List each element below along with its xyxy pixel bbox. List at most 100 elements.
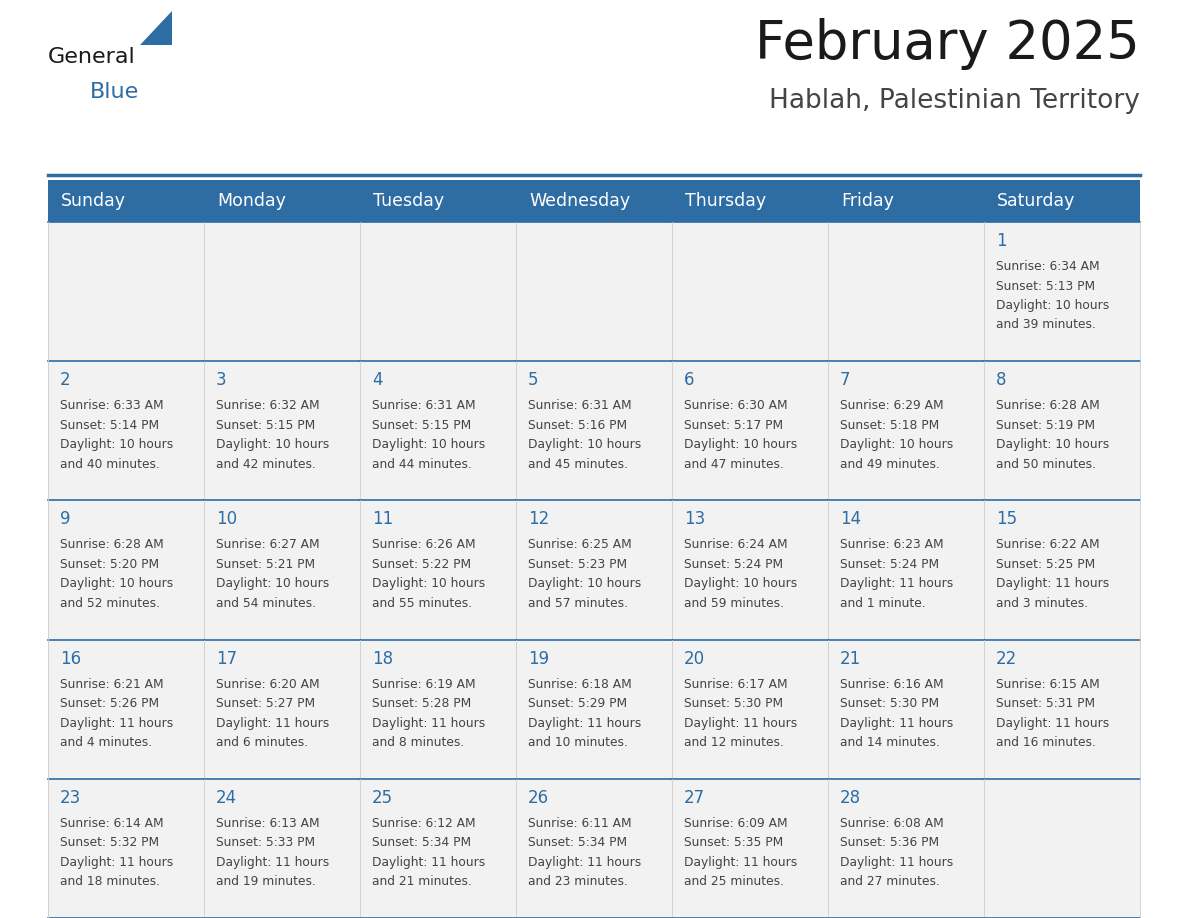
Text: and 52 minutes.: and 52 minutes. <box>61 597 160 610</box>
Text: and 54 minutes.: and 54 minutes. <box>216 597 316 610</box>
Text: 26: 26 <box>527 789 549 807</box>
Text: 13: 13 <box>684 510 706 529</box>
Bar <box>204 361 360 500</box>
Text: Sunday: Sunday <box>61 192 126 210</box>
Text: Sunset: 5:26 PM: Sunset: 5:26 PM <box>61 697 159 711</box>
Bar <box>828 500 984 640</box>
Bar <box>516 500 672 640</box>
Text: Daylight: 10 hours: Daylight: 10 hours <box>372 438 485 452</box>
Text: Sunset: 5:22 PM: Sunset: 5:22 PM <box>372 558 472 571</box>
Text: Sunset: 5:34 PM: Sunset: 5:34 PM <box>372 836 472 849</box>
Text: Sunset: 5:15 PM: Sunset: 5:15 PM <box>372 419 472 431</box>
Bar <box>984 778 1140 918</box>
Text: Sunrise: 6:09 AM: Sunrise: 6:09 AM <box>684 817 788 830</box>
Text: Sunrise: 6:23 AM: Sunrise: 6:23 AM <box>840 538 943 552</box>
Bar <box>672 361 828 500</box>
Bar <box>204 222 360 361</box>
Bar <box>516 640 672 778</box>
Text: Sunset: 5:28 PM: Sunset: 5:28 PM <box>372 697 472 711</box>
Text: Sunset: 5:24 PM: Sunset: 5:24 PM <box>840 558 940 571</box>
Text: and 55 minutes.: and 55 minutes. <box>372 597 472 610</box>
Bar <box>204 640 360 778</box>
Bar <box>672 640 828 778</box>
Text: 9: 9 <box>61 510 70 529</box>
Text: Sunset: 5:18 PM: Sunset: 5:18 PM <box>840 419 940 431</box>
Bar <box>48 222 204 361</box>
Text: Sunset: 5:35 PM: Sunset: 5:35 PM <box>684 836 783 849</box>
Bar <box>672 222 828 361</box>
Text: 1: 1 <box>996 232 1006 250</box>
Text: and 6 minutes.: and 6 minutes. <box>216 736 308 749</box>
Text: Sunset: 5:19 PM: Sunset: 5:19 PM <box>996 419 1095 431</box>
Text: Sunrise: 6:08 AM: Sunrise: 6:08 AM <box>840 817 943 830</box>
Text: and 18 minutes.: and 18 minutes. <box>61 875 160 889</box>
Text: Sunrise: 6:30 AM: Sunrise: 6:30 AM <box>684 399 788 412</box>
Text: Sunset: 5:33 PM: Sunset: 5:33 PM <box>216 836 315 849</box>
Text: Daylight: 10 hours: Daylight: 10 hours <box>684 577 797 590</box>
Bar <box>48 180 1140 222</box>
Text: 22: 22 <box>996 650 1017 667</box>
Text: and 3 minutes.: and 3 minutes. <box>996 597 1088 610</box>
Text: and 50 minutes.: and 50 minutes. <box>996 458 1097 471</box>
Text: Sunset: 5:15 PM: Sunset: 5:15 PM <box>216 419 315 431</box>
Text: Daylight: 11 hours: Daylight: 11 hours <box>216 717 329 730</box>
Text: Sunset: 5:21 PM: Sunset: 5:21 PM <box>216 558 315 571</box>
Text: Sunset: 5:27 PM: Sunset: 5:27 PM <box>216 697 315 711</box>
Text: 8: 8 <box>996 371 1006 389</box>
Text: 7: 7 <box>840 371 851 389</box>
Text: Blue: Blue <box>90 82 139 102</box>
Text: and 8 minutes.: and 8 minutes. <box>372 736 465 749</box>
Text: and 12 minutes.: and 12 minutes. <box>684 736 784 749</box>
Text: Daylight: 11 hours: Daylight: 11 hours <box>527 856 642 868</box>
Bar <box>48 640 204 778</box>
Text: 27: 27 <box>684 789 706 807</box>
Text: Sunset: 5:13 PM: Sunset: 5:13 PM <box>996 279 1095 293</box>
Text: Daylight: 10 hours: Daylight: 10 hours <box>372 577 485 590</box>
Bar <box>360 778 516 918</box>
Text: Sunset: 5:32 PM: Sunset: 5:32 PM <box>61 836 159 849</box>
Text: 10: 10 <box>216 510 238 529</box>
Text: 6: 6 <box>684 371 695 389</box>
Text: Sunrise: 6:19 AM: Sunrise: 6:19 AM <box>372 677 475 690</box>
Text: 28: 28 <box>840 789 861 807</box>
Text: Sunrise: 6:28 AM: Sunrise: 6:28 AM <box>61 538 164 552</box>
Text: Sunrise: 6:27 AM: Sunrise: 6:27 AM <box>216 538 320 552</box>
Text: Daylight: 11 hours: Daylight: 11 hours <box>372 717 485 730</box>
Text: Sunrise: 6:26 AM: Sunrise: 6:26 AM <box>372 538 475 552</box>
Bar <box>828 640 984 778</box>
Text: 3: 3 <box>216 371 227 389</box>
Text: Sunrise: 6:17 AM: Sunrise: 6:17 AM <box>684 677 788 690</box>
Text: 4: 4 <box>372 371 383 389</box>
Text: Sunrise: 6:13 AM: Sunrise: 6:13 AM <box>216 817 320 830</box>
Text: Sunrise: 6:21 AM: Sunrise: 6:21 AM <box>61 677 164 690</box>
Text: Sunset: 5:20 PM: Sunset: 5:20 PM <box>61 558 159 571</box>
Text: Daylight: 11 hours: Daylight: 11 hours <box>684 717 797 730</box>
Text: Sunset: 5:25 PM: Sunset: 5:25 PM <box>996 558 1095 571</box>
Text: and 49 minutes.: and 49 minutes. <box>840 458 940 471</box>
Text: Sunset: 5:16 PM: Sunset: 5:16 PM <box>527 419 627 431</box>
Text: Sunrise: 6:15 AM: Sunrise: 6:15 AM <box>996 677 1100 690</box>
Text: Daylight: 11 hours: Daylight: 11 hours <box>840 577 953 590</box>
Text: Daylight: 10 hours: Daylight: 10 hours <box>527 577 642 590</box>
Bar <box>828 361 984 500</box>
Text: Daylight: 11 hours: Daylight: 11 hours <box>527 717 642 730</box>
Text: Sunset: 5:30 PM: Sunset: 5:30 PM <box>840 697 940 711</box>
Bar <box>360 640 516 778</box>
Text: Sunrise: 6:33 AM: Sunrise: 6:33 AM <box>61 399 164 412</box>
Bar <box>984 500 1140 640</box>
Text: Sunset: 5:34 PM: Sunset: 5:34 PM <box>527 836 627 849</box>
Text: and 4 minutes.: and 4 minutes. <box>61 736 152 749</box>
Text: Daylight: 11 hours: Daylight: 11 hours <box>996 717 1110 730</box>
Bar <box>828 222 984 361</box>
Text: Sunrise: 6:25 AM: Sunrise: 6:25 AM <box>527 538 632 552</box>
Text: Daylight: 11 hours: Daylight: 11 hours <box>61 717 173 730</box>
Text: and 10 minutes.: and 10 minutes. <box>527 736 628 749</box>
Bar <box>984 222 1140 361</box>
Text: Sunrise: 6:16 AM: Sunrise: 6:16 AM <box>840 677 943 690</box>
Bar <box>48 361 204 500</box>
Text: Sunset: 5:29 PM: Sunset: 5:29 PM <box>527 697 627 711</box>
Text: Sunset: 5:14 PM: Sunset: 5:14 PM <box>61 419 159 431</box>
Bar <box>672 500 828 640</box>
Text: General: General <box>48 47 135 67</box>
Text: Sunrise: 6:28 AM: Sunrise: 6:28 AM <box>996 399 1100 412</box>
